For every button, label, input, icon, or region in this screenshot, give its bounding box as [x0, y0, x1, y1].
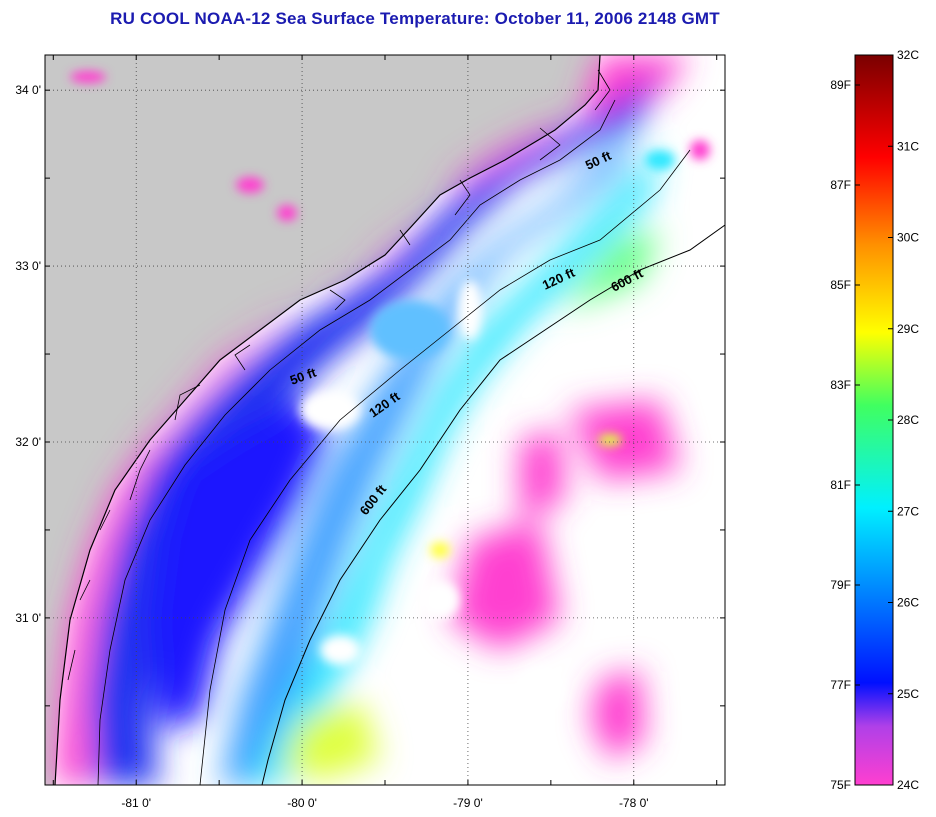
isobath-120ft [199, 149, 691, 785]
lat-tick-label: 33 0' [15, 259, 41, 273]
colorbar-celsius-label: 32C [897, 48, 919, 62]
colorbar-fahrenheit-label: 89F [830, 78, 851, 92]
lon-tick-label: -81 0' [121, 796, 151, 810]
axis-ticks: -81 0' -80 0' -79 0' -78 0' 34 0' 33 0' 32 0' 3… [15, 55, 725, 810]
lat-tick-label: 31 0' [15, 611, 41, 625]
colorbar-celsius-label: 26C [897, 596, 919, 610]
colorbar-fahrenheit-label: 79F [830, 578, 851, 592]
isobath-50ft [97, 99, 616, 785]
colorbar-fahrenheit-label: 85F [830, 278, 851, 292]
colorbar-celsius-label: 25C [897, 687, 919, 701]
colorbar-fahrenheit-label: 87F [830, 178, 851, 192]
land-mass [45, 55, 600, 785]
map-title: RU COOL NOAA-12 Sea Surface Temperature:… [110, 9, 720, 28]
lon-tick-label: -79 0' [453, 796, 483, 810]
colorbar-celsius-label: 29C [897, 322, 919, 336]
lon-tick-label: -80 0' [287, 796, 317, 810]
colorbar-fahrenheit-label: 81F [830, 478, 851, 492]
map-area: 50 ft 120 ft 600 ft 50 ft 120 ft 600 ft [45, 55, 725, 785]
colorbar-celsius-label: 27C [897, 504, 919, 518]
colorbar-gradient [854, 54, 894, 786]
lat-tick-label: 32 0' [15, 435, 41, 449]
coastline [54, 55, 601, 785]
isobath-600ft [261, 224, 725, 785]
colorbar-fahrenheit-label: 77F [830, 678, 851, 692]
lat-tick-label: 34 0' [15, 83, 41, 97]
colorbar-celsius-label: 30C [897, 231, 919, 245]
colorbar-celsius-label: 24C [897, 778, 919, 792]
colorbar-labels: 32C 31C 30C 29C 28C 27C 26C 25C 24C 89F 87F 85F 83F 8… [830, 48, 919, 792]
colorbar: 32C 31C 30C 29C 28C 27C 26C 25C 24C 89F 87F 85F 83F 8… [830, 48, 919, 792]
colorbar-celsius-label: 31C [897, 139, 919, 153]
colorbar-celsius-label: 28C [897, 413, 919, 427]
colorbar-fahrenheit-label: 83F [830, 378, 851, 392]
colorbar-fahrenheit-label: 75F [830, 778, 851, 792]
lon-tick-label: -78 0' [619, 796, 649, 810]
graticule [45, 55, 725, 785]
sst-patches [70, 71, 710, 715]
